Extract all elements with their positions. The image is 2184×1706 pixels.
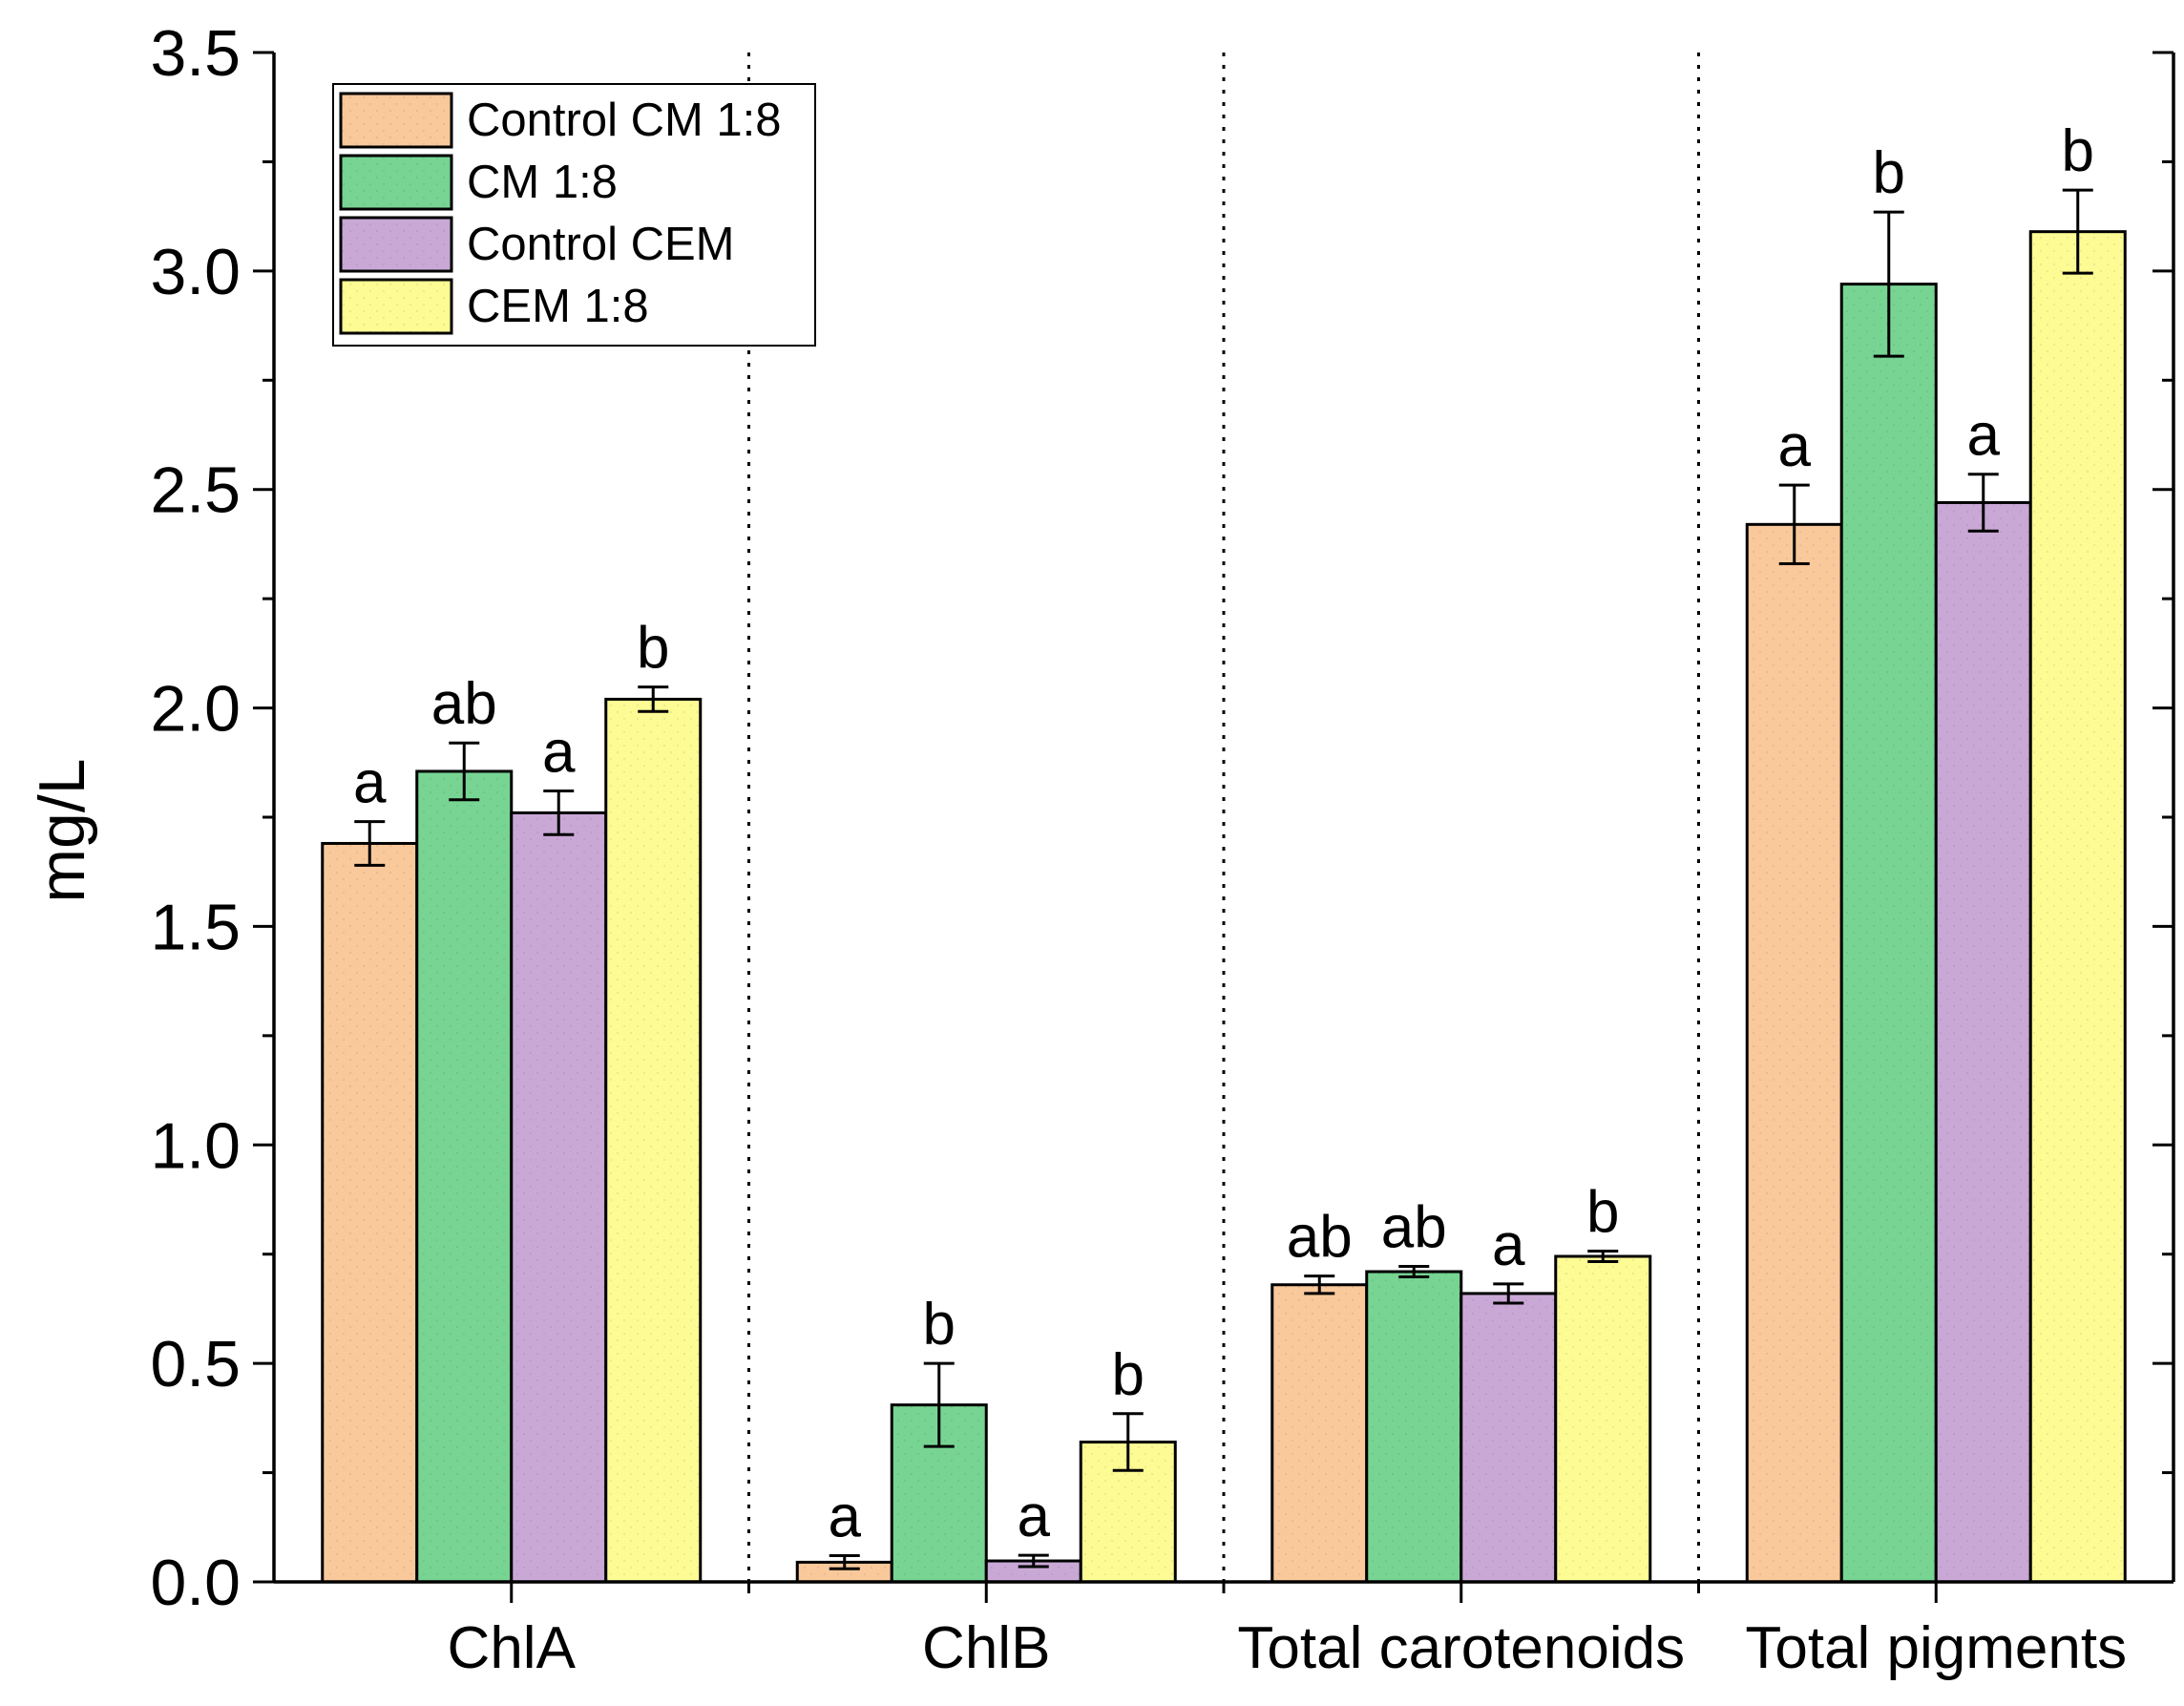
x-tick-label: ChlB — [922, 1615, 1050, 1681]
significance-label: ab — [431, 671, 497, 737]
x-tick-label: Total carotenoids — [1237, 1615, 1685, 1681]
bar — [1839, 283, 1938, 1584]
legend-swatch — [339, 278, 453, 335]
y-tick-label: 2.5 — [150, 454, 241, 527]
significance-label: b — [2062, 118, 2094, 184]
error-bar — [354, 820, 386, 867]
significance-label: b — [1873, 140, 1905, 206]
axes-layer — [253, 51, 2175, 1603]
y-axis-title: mg/L — [26, 758, 98, 902]
y-tick-label: 3.0 — [150, 236, 241, 308]
error-bar — [1493, 1282, 1524, 1305]
bar — [510, 811, 608, 1584]
error-bar — [2062, 188, 2093, 275]
legend-swatch — [339, 216, 453, 273]
error-bar — [1778, 483, 1810, 566]
significance-label: a — [353, 750, 387, 816]
error-bar — [1967, 473, 1999, 533]
error-bar — [1398, 1265, 1430, 1279]
significance-label: b — [637, 616, 669, 682]
legend: Control CM 1:8 CM 1:8 Control CEM CEM 1:8 — [332, 83, 816, 347]
bar — [1460, 1292, 1558, 1584]
error-bar — [638, 685, 669, 713]
x-tick-label: ChlA — [448, 1615, 577, 1681]
significance-label: ab — [1287, 1205, 1353, 1271]
error-bar — [1304, 1274, 1335, 1295]
significance-label: ab — [1381, 1195, 1447, 1261]
error-bar — [829, 1554, 860, 1570]
error-bar — [1587, 1250, 1619, 1263]
bar — [321, 841, 419, 1584]
legend-swatch — [339, 154, 453, 211]
significance-label: b — [923, 1292, 956, 1358]
legend-label: Control CEM — [467, 219, 734, 270]
error-bar — [1873, 210, 1904, 358]
bar — [1745, 522, 1843, 1584]
significance-label: a — [829, 1485, 862, 1550]
bar — [1270, 1283, 1369, 1584]
significance-label: a — [1492, 1212, 1525, 1278]
bars-layer — [321, 188, 2127, 1584]
legend-label: Control CM 1:8 — [467, 95, 782, 146]
bar — [1554, 1254, 1652, 1584]
x-tick-label: Total pigments — [1745, 1615, 2127, 1681]
significance-label: b — [1112, 1342, 1144, 1408]
significance-label: b — [1586, 1180, 1619, 1246]
y-tick-label: 1.5 — [150, 891, 241, 963]
error-bar — [543, 790, 575, 836]
bar — [1934, 500, 2032, 1584]
significance-label: a — [1967, 403, 2001, 469]
legend-swatch — [339, 92, 453, 149]
legend-label: CEM 1:8 — [467, 281, 649, 332]
y-tick-label: 2.0 — [150, 673, 241, 746]
significance-label: a — [542, 720, 576, 786]
y-tick-label: 0.5 — [150, 1328, 241, 1401]
error-bar — [923, 1361, 955, 1448]
error-bar — [1018, 1553, 1049, 1569]
bar — [1365, 1270, 1463, 1584]
significance-label: a — [1778, 413, 1812, 479]
error-bar — [449, 741, 480, 802]
legend-label: CM 1:8 — [467, 157, 618, 208]
bar — [415, 769, 514, 1584]
error-bar — [1112, 1412, 1144, 1472]
y-tick-label: 3.5 — [150, 17, 241, 90]
bar — [2028, 230, 2127, 1584]
y-tick-label: 1.0 — [150, 1109, 241, 1182]
significance-label: a — [1018, 1484, 1051, 1549]
y-tick-label: 0.0 — [150, 1547, 241, 1619]
bar — [604, 697, 703, 1584]
